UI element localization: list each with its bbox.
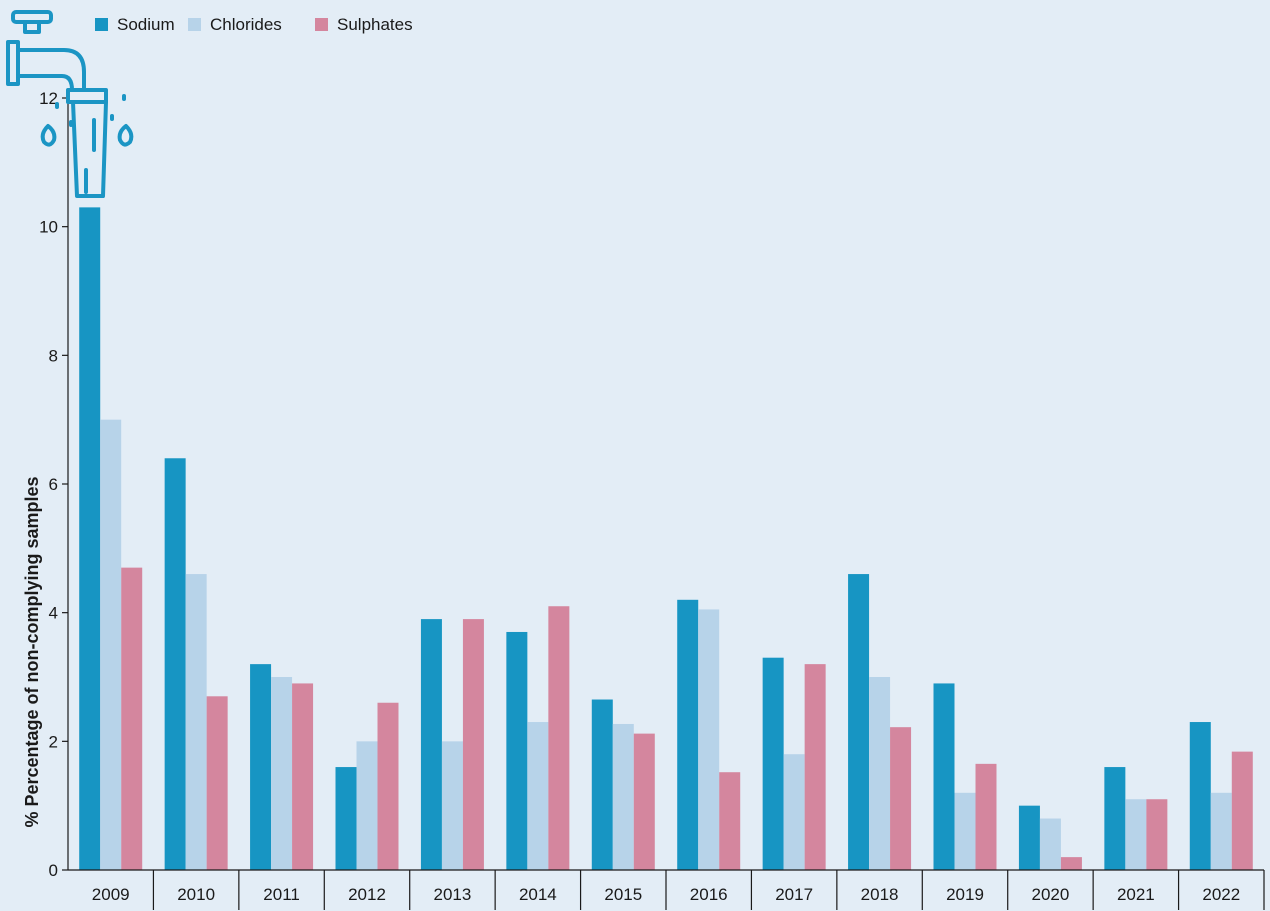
bar-chlorides-2010	[185, 574, 207, 870]
bar-sodium-2018	[848, 574, 870, 870]
bar-chlorides-2021	[1125, 799, 1147, 870]
water-tap-icon	[6, 10, 134, 198]
legend-label-chlorides: Chlorides	[210, 15, 282, 34]
bar-chlorides-2017	[783, 754, 805, 870]
bar-sulphates-2013	[462, 619, 484, 870]
bar-sodium-2022	[1189, 722, 1211, 870]
bar-sulphates-2012	[377, 702, 399, 870]
bar-sodium-2013	[420, 619, 442, 870]
bar-sodium-2019	[933, 683, 955, 870]
x-tick-label-2013: 2013	[434, 885, 472, 904]
bar-sodium-2016	[677, 599, 699, 870]
bar-sodium-2010	[164, 458, 186, 870]
x-tick-label-2018: 2018	[861, 885, 899, 904]
bar-sulphates-2010	[206, 696, 228, 870]
bar-sodium-2011	[250, 664, 272, 870]
bar-chlorides-2018	[869, 677, 891, 870]
bar-chlorides-2015	[612, 723, 634, 870]
x-tick-label-2022: 2022	[1202, 885, 1240, 904]
bar-chlorides-2012	[356, 741, 378, 870]
bar-chlorides-2013	[441, 741, 463, 870]
bar-sulphates-2011	[292, 683, 314, 870]
bar-chlorides-2016	[698, 609, 720, 870]
bar-chlorides-2022	[1210, 792, 1232, 870]
axes-layer: 0 2 4 6 8 10 12 2009 2010 2011 2012 2013 2014 2015 201…	[39, 89, 1265, 910]
bar-sodium-2012	[335, 767, 357, 870]
x-tick-label-2019: 2019	[946, 885, 984, 904]
x-tick-label-2020: 2020	[1032, 885, 1070, 904]
bar-sodium-2009	[79, 207, 101, 870]
y-tick-label: 2	[49, 732, 58, 751]
bar-chlorides-2009	[100, 419, 122, 870]
y-tick-label: 8	[49, 346, 58, 365]
bar-chlorides-2020	[1039, 818, 1061, 870]
bars-layer	[79, 207, 1253, 870]
y-axis-label: % Percentage of non-complying samples	[22, 476, 42, 827]
bar-sodium-2020	[1018, 805, 1040, 870]
bar-sulphates-2019	[975, 763, 997, 870]
legend-label-sulphates: Sulphates	[337, 15, 413, 34]
bar-sulphates-2016	[719, 772, 741, 870]
legend-swatch-chlorides	[188, 18, 201, 31]
y-tick-label: 4	[49, 604, 58, 623]
bar-sodium-2014	[506, 631, 528, 870]
bar-sulphates-2015	[633, 733, 655, 870]
bar-sulphates-2009	[121, 567, 143, 870]
legend-label-sodium: Sodium	[117, 15, 175, 34]
bar-chlorides-2011	[271, 677, 293, 870]
x-tick-label-2016: 2016	[690, 885, 728, 904]
bar-sodium-2021	[1104, 767, 1126, 870]
legend-swatch-sodium	[95, 18, 108, 31]
y-tick-label: 6	[49, 475, 58, 494]
legend-swatch-sulphates	[315, 18, 328, 31]
bar-sulphates-2014	[548, 606, 570, 870]
x-tick-label-2012: 2012	[348, 885, 386, 904]
bar-chlorides-2019	[954, 792, 976, 870]
bar-chlorides-2014	[527, 722, 549, 870]
legend: Sodium Chlorides Sulphates	[95, 15, 413, 34]
bar-sulphates-2018	[890, 727, 912, 870]
y-tick-label: 12	[39, 89, 58, 108]
bar-sodium-2017	[762, 657, 784, 870]
bar-sulphates-2017	[804, 664, 826, 870]
bar-sulphates-2021	[1146, 799, 1168, 870]
x-tick-label-2011: 2011	[263, 885, 300, 904]
bar-sulphates-2020	[1060, 857, 1082, 870]
y-tick-label: 10	[39, 218, 58, 237]
x-tick-label-2021: 2021	[1117, 885, 1155, 904]
bar-sulphates-2022	[1231, 751, 1253, 870]
x-tick-label-2009: 2009	[92, 885, 130, 904]
x-tick-label-2017: 2017	[775, 885, 813, 904]
x-tick-label-2014: 2014	[519, 885, 557, 904]
y-tick-label: 0	[49, 861, 58, 880]
x-tick-label-2015: 2015	[604, 885, 642, 904]
x-tick-label-2010: 2010	[177, 885, 215, 904]
bar-sodium-2015	[591, 699, 613, 870]
